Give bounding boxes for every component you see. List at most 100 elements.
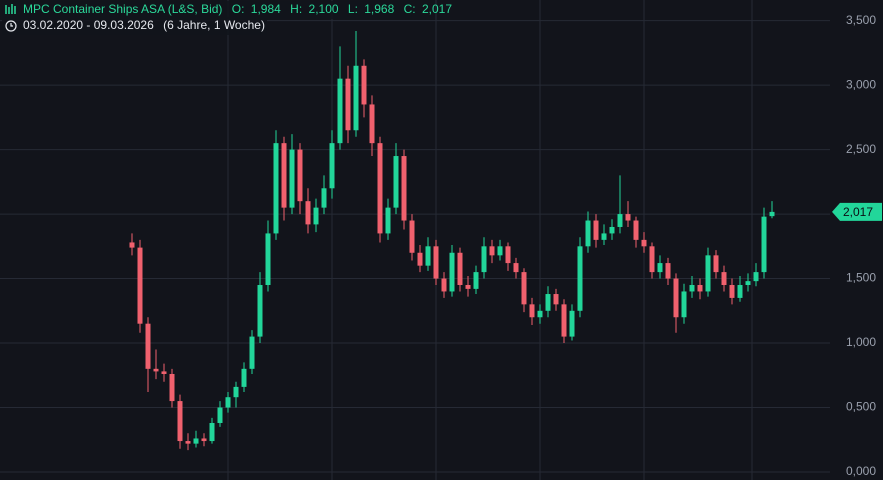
header: MPC Container Ships ASA (L&S, Bid) O: 1,…	[2, 1, 452, 35]
y-tick-label: 0,500	[846, 400, 876, 414]
svg-text:03.02.2020 - 09.03.2026: 03.02.2020 - 09.03.2026 (6 Jahre, 1 Woch…	[23, 18, 265, 32]
candle-body	[721, 272, 727, 286]
candle-body	[769, 211, 775, 217]
candle-body	[657, 263, 663, 273]
candle-body	[129, 242, 135, 248]
candle-body	[513, 263, 519, 273]
candle-body	[705, 255, 711, 292]
candle-body	[281, 143, 287, 208]
label: O:	[232, 2, 245, 16]
candle-body	[377, 143, 383, 234]
period: (6 Jahre, 1 Woche)	[163, 18, 265, 32]
value: 1,968	[364, 2, 394, 16]
candle-body	[353, 65, 359, 131]
candle-body	[361, 65, 367, 105]
candle-body	[617, 214, 623, 227]
candle-body	[393, 156, 399, 208]
candle-body	[233, 386, 239, 398]
candle-body	[257, 285, 263, 337]
label: H:	[290, 2, 302, 16]
candle-body	[273, 143, 279, 234]
label: L:	[348, 2, 358, 16]
candle-body	[177, 401, 183, 442]
candle-body	[457, 252, 463, 286]
plot	[0, 20, 830, 473]
candle-body	[417, 252, 423, 266]
header-bg	[2, 1, 412, 19]
chart-title: MPC Container Ships ASA (L&S, Bid)	[23, 2, 222, 16]
candle-body	[689, 285, 695, 292]
candle-body	[297, 149, 303, 202]
subtitle: 03.02.2020 - 09.03.2026	[23, 18, 154, 32]
candle-body	[345, 78, 351, 131]
candle-body	[433, 246, 439, 279]
candle-body	[201, 438, 207, 442]
candle-body	[241, 368, 247, 387]
candle-body	[473, 272, 479, 289]
candle-body	[545, 294, 551, 311]
candle-body	[217, 407, 223, 423]
candle-body	[481, 246, 487, 273]
candle-body	[577, 246, 583, 311]
candle-body	[145, 323, 151, 369]
candle-body	[441, 278, 447, 292]
candle-body	[529, 304, 535, 318]
candle-body	[329, 143, 335, 189]
candle-body	[641, 239, 647, 247]
candle-body	[489, 246, 495, 256]
candle-body	[369, 104, 375, 144]
value: 2,017	[422, 2, 452, 16]
candle-body	[385, 207, 391, 234]
candle-body	[673, 278, 679, 318]
candle-body	[409, 220, 415, 253]
clock-icon	[5, 20, 17, 32]
candle-body	[761, 216, 767, 273]
candle-body	[521, 272, 527, 305]
candle-body	[561, 304, 567, 337]
value: 2,100	[309, 2, 339, 16]
candle-body	[249, 336, 255, 369]
candle-body	[289, 149, 295, 208]
value: 1,984	[251, 2, 281, 16]
candle-body	[153, 368, 159, 372]
candle-body	[553, 294, 559, 305]
candle-body	[625, 214, 631, 221]
candle-body	[633, 220, 639, 240]
label: C:	[404, 2, 416, 16]
header-bg	[2, 17, 267, 35]
candle-body	[161, 371, 167, 374]
y-tick-label: 2,500	[846, 142, 876, 156]
candle-body	[729, 285, 735, 298]
y-tick-label: 0,000	[846, 464, 876, 478]
y-tick-label: 3,500	[846, 13, 876, 27]
candle-body	[681, 291, 687, 318]
y-tick-label: 1,500	[846, 271, 876, 285]
candle-body	[449, 252, 455, 292]
candle-body	[497, 246, 503, 256]
candle-body	[465, 285, 471, 289]
candle-body	[209, 422, 215, 442]
candle-body	[569, 310, 575, 337]
candle-body	[305, 201, 311, 225]
candle-body	[601, 233, 607, 240]
candle-body	[313, 207, 319, 225]
candle-body	[505, 246, 511, 264]
clock-hand	[10, 23, 13, 27]
candle-body	[425, 246, 431, 266]
svg-text:MPC Container Ships ASA (L&S,: MPC Container Ships ASA (L&S, Bid) O: 1,…	[23, 2, 452, 16]
candle-body	[745, 281, 751, 286]
candle-body	[265, 233, 271, 286]
candle-body	[537, 310, 543, 318]
candle-body	[193, 438, 199, 444]
price-tag	[832, 202, 882, 221]
candle-body	[609, 226, 615, 234]
candle-body	[665, 263, 671, 279]
candle-body	[169, 373, 175, 402]
candle-body	[225, 397, 231, 408]
candle-icon	[5, 4, 16, 14]
candle-body	[593, 220, 599, 240]
y-tick-label: 1,000	[846, 335, 876, 349]
candle-body	[337, 78, 343, 144]
candle-body	[713, 255, 719, 273]
